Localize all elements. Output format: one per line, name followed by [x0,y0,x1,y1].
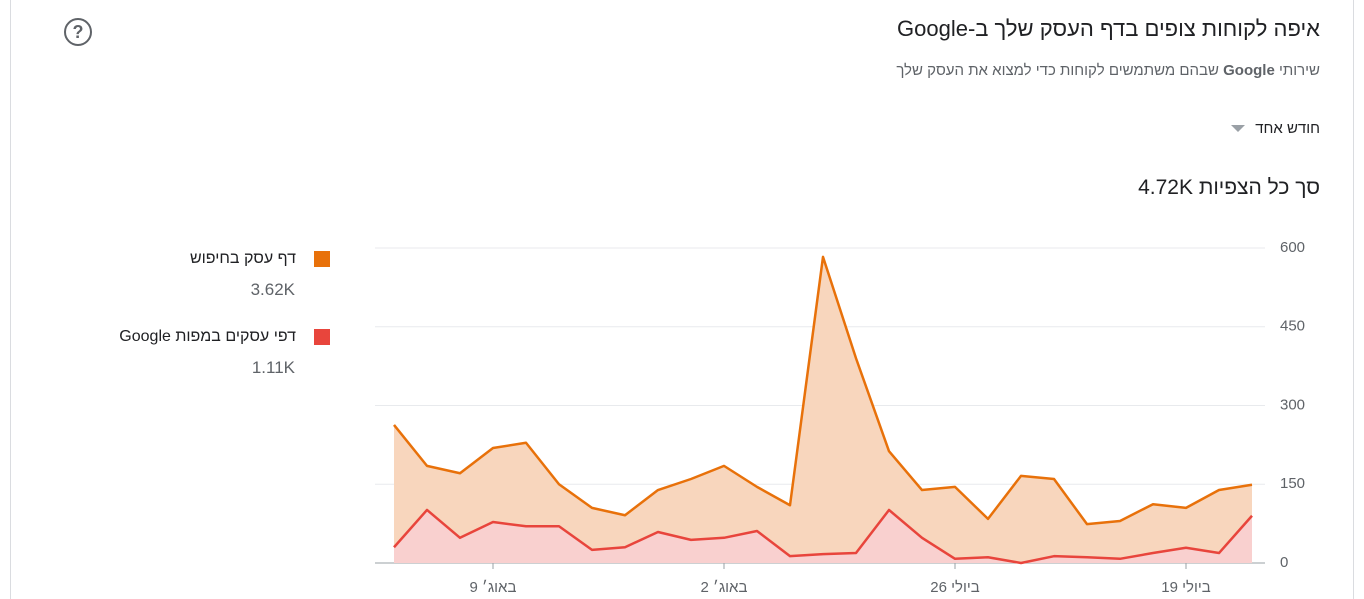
x-tick-label: 2 באוג׳ [701,579,748,596]
period-dropdown[interactable]: חודש אחד [1231,120,1320,137]
subtitle-brand: Google [1223,62,1275,79]
legend-item: דף עסק בחיפוש 3.62K [190,250,330,300]
legend-label: דפי עסקים במפות Google [119,328,296,345]
subtitle-text: שבהם משתמשים לקוחות כדי למצוא את העסק של… [896,62,1219,79]
legend-swatch [314,329,330,345]
y-tick-label: 600 [1280,239,1305,256]
y-tick-label: 300 [1280,396,1305,413]
x-tick-label: 19 ביולי [1161,579,1210,596]
legend-swatch [314,251,330,267]
legend-name-row: דף עסק בחיפוש [190,250,330,268]
subtitle-text: שירותי [1278,62,1320,79]
y-tick-label: 0 [1280,554,1288,571]
legend-label: דף עסק בחיפוש [189,250,296,267]
series-line [393,255,1253,526]
card [10,0,1354,599]
total-views: סך כל הצפיות 4.72K [1138,176,1320,199]
legend-name-row: דפי עסקים במפות Google [119,328,330,346]
y-tick-label: 450 [1280,318,1305,335]
dropdown-arrow [1231,125,1246,132]
legend-total: 3.62K [250,280,295,299]
y-tick-label: 150 [1280,475,1305,492]
legend-total: 1.11K [251,358,295,377]
legend-item: דפי עסקים במפות Google 1.11K [119,328,330,378]
series-line [393,508,1253,565]
x-tick-label: 26 ביולי [930,579,979,596]
subtitle: שירותי Google שבהם משתמשים לקוחות כדי למ… [896,62,1320,79]
title: איפה לקוחות צופים בדף העסק שלך ב-Google [897,16,1320,41]
area-fill [394,256,1252,563]
x-tick-label: 9 באוג׳ [470,579,517,596]
help-button[interactable]: ? [64,18,92,46]
period-label: חודש אחד [1255,120,1320,137]
